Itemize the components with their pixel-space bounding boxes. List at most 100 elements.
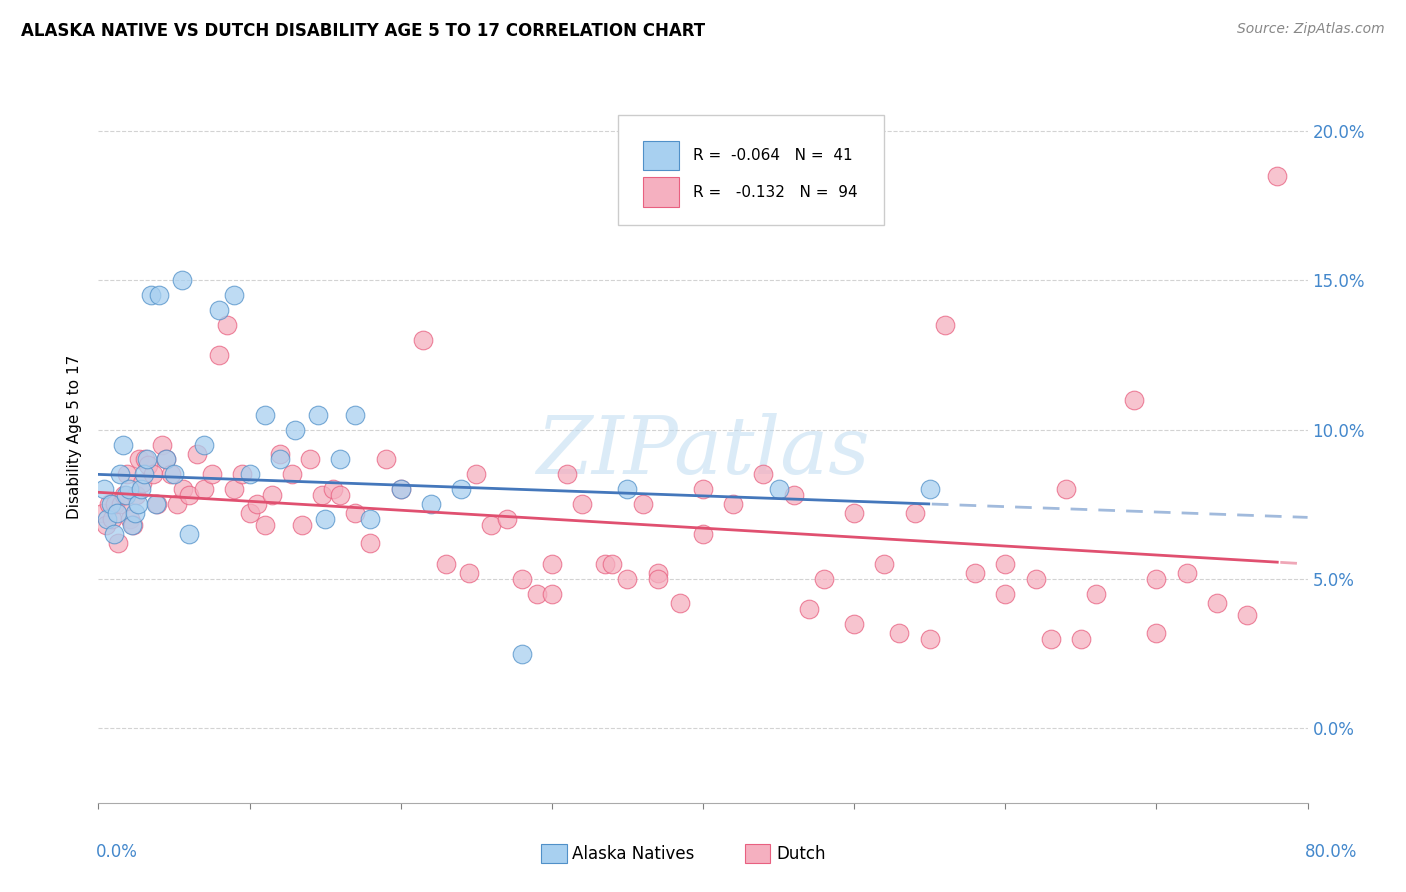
Text: 80.0%: 80.0% [1305, 843, 1357, 861]
Point [465, 467, 488, 482]
Point [122, 518, 145, 533]
Point [389, 483, 412, 497]
Point [797, 601, 820, 615]
Point [105, 506, 128, 520]
Text: ALASKA NATIVE VS DUTCH DISABILITY AGE 5 TO 17 CORRELATION CHART: ALASKA NATIVE VS DUTCH DISABILITY AGE 5 … [21, 22, 706, 40]
Point [844, 616, 866, 631]
Point [307, 408, 329, 422]
Point [752, 467, 775, 482]
Point [141, 288, 163, 302]
Point [389, 483, 412, 497]
Point [246, 497, 269, 511]
Point [201, 467, 224, 482]
Point [284, 423, 307, 437]
Point [208, 348, 231, 362]
Point [98, 497, 121, 511]
Point [134, 452, 156, 467]
Point [1122, 392, 1144, 407]
Point [934, 318, 956, 332]
Point [457, 566, 479, 580]
Point [344, 506, 367, 520]
Point [120, 512, 142, 526]
Point [150, 437, 173, 451]
Point [889, 625, 911, 640]
Point [692, 483, 714, 497]
Point [215, 318, 238, 332]
Point [269, 446, 291, 460]
Point [593, 557, 616, 571]
Point [179, 527, 201, 541]
Point [131, 476, 153, 491]
Point [100, 497, 122, 511]
Point [155, 452, 177, 467]
Point [170, 273, 193, 287]
Point [510, 647, 533, 661]
Text: R =   -0.132   N =  94: R = -0.132 N = 94 [693, 185, 858, 200]
Point [1054, 483, 1077, 497]
Point [434, 557, 457, 571]
Point [1146, 625, 1168, 640]
Point [101, 512, 124, 526]
Text: R =  -0.064   N =  41: R = -0.064 N = 41 [693, 148, 853, 163]
Point [118, 483, 141, 497]
Point [994, 557, 1017, 571]
Point [291, 518, 314, 533]
FancyBboxPatch shape [643, 141, 679, 170]
Point [231, 467, 253, 482]
Point [142, 467, 165, 482]
Point [224, 483, 246, 497]
Point [108, 467, 131, 482]
Point [1236, 607, 1258, 622]
Point [571, 497, 593, 511]
Point [1085, 587, 1108, 601]
Point [110, 497, 132, 511]
Point [873, 557, 896, 571]
Point [1206, 596, 1229, 610]
Point [193, 437, 215, 451]
Point [253, 518, 276, 533]
Point [160, 467, 183, 482]
Point [111, 437, 134, 451]
Point [166, 497, 188, 511]
Point [1175, 566, 1198, 580]
Point [124, 506, 146, 520]
Point [121, 518, 143, 533]
Point [692, 527, 714, 541]
Point [918, 483, 941, 497]
Text: 0.0%: 0.0% [96, 843, 138, 861]
Text: Alaska Natives: Alaska Natives [572, 845, 695, 863]
Point [813, 572, 835, 586]
Point [115, 467, 138, 482]
Point [163, 467, 186, 482]
Point [844, 506, 866, 520]
Text: Dutch: Dutch [776, 845, 825, 863]
Point [128, 452, 150, 467]
Point [112, 488, 135, 502]
Point [239, 467, 262, 482]
Point [526, 587, 548, 601]
Point [420, 497, 443, 511]
Point [136, 458, 159, 473]
Point [239, 506, 262, 520]
Point [481, 518, 503, 533]
Point [94, 518, 117, 533]
Point [146, 497, 169, 511]
Point [616, 572, 638, 586]
Point [374, 452, 396, 467]
Point [253, 408, 276, 422]
Point [540, 557, 562, 571]
Text: Source: ZipAtlas.com: Source: ZipAtlas.com [1237, 22, 1385, 37]
Point [208, 303, 231, 318]
Point [129, 483, 152, 497]
Point [179, 488, 201, 502]
Point [1070, 632, 1092, 646]
Point [125, 488, 148, 502]
Point [768, 483, 790, 497]
Point [322, 483, 344, 497]
Point [631, 497, 654, 511]
Point [602, 557, 624, 571]
Point [114, 488, 136, 502]
Point [148, 288, 170, 302]
Point [103, 527, 125, 541]
Point [104, 497, 127, 511]
